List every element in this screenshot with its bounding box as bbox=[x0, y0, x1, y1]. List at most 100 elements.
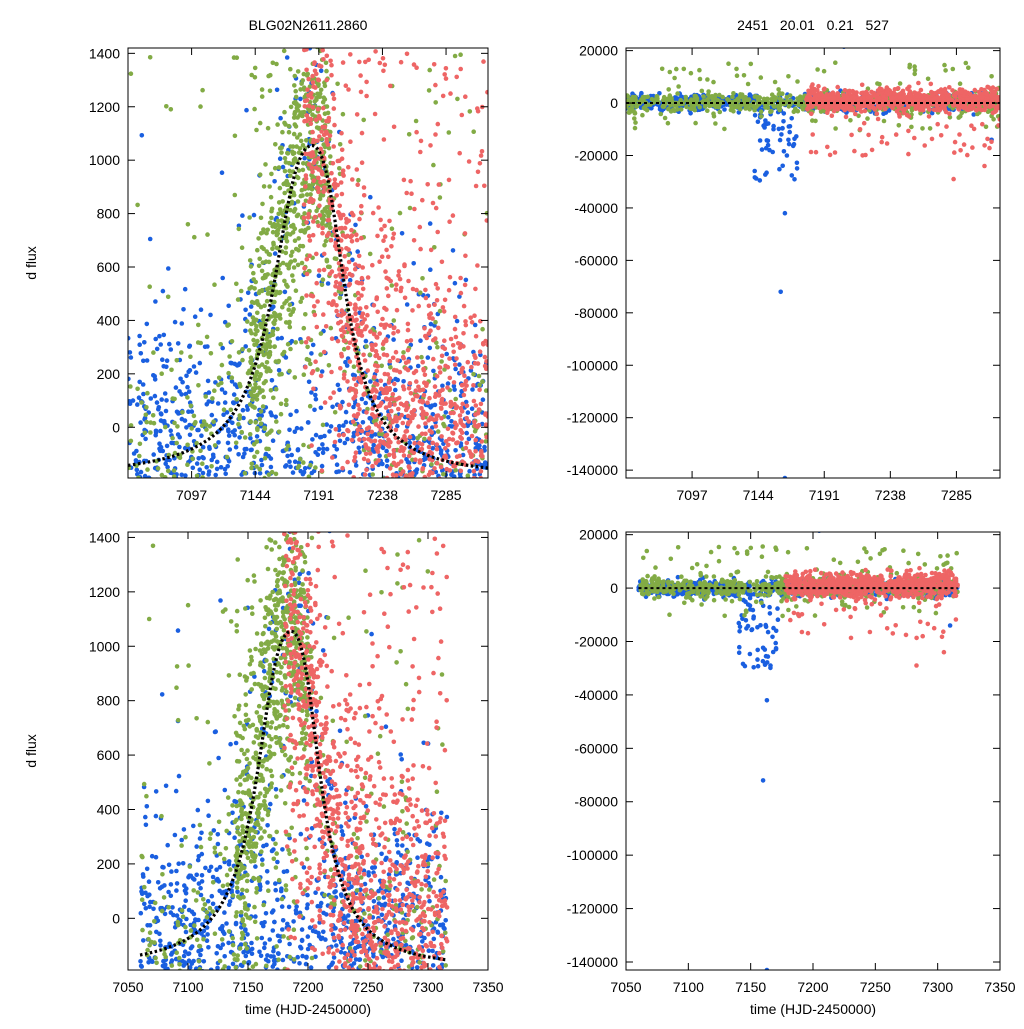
data-point bbox=[897, 123, 902, 128]
data-point bbox=[720, 95, 725, 100]
data-point bbox=[457, 362, 462, 367]
data-point bbox=[265, 299, 270, 304]
data-point bbox=[189, 426, 194, 431]
data-point bbox=[463, 319, 468, 324]
data-point bbox=[238, 384, 243, 389]
data-point bbox=[336, 339, 341, 344]
data-point bbox=[325, 54, 330, 59]
data-point bbox=[448, 404, 453, 409]
data-point bbox=[232, 433, 237, 438]
data-point bbox=[251, 386, 256, 391]
data-point bbox=[756, 119, 761, 124]
data-point bbox=[324, 239, 329, 244]
data-point bbox=[409, 391, 414, 396]
data-point bbox=[296, 447, 301, 452]
data-point bbox=[183, 418, 188, 423]
data-point bbox=[195, 461, 200, 466]
data-point bbox=[453, 327, 458, 332]
data-point bbox=[159, 397, 164, 402]
data-point bbox=[285, 284, 290, 289]
data-point bbox=[240, 358, 245, 363]
data-point bbox=[296, 248, 301, 253]
data-point bbox=[419, 406, 424, 411]
data-point bbox=[446, 381, 451, 386]
data-point bbox=[311, 84, 316, 89]
data-point bbox=[292, 112, 297, 117]
data-point bbox=[179, 350, 184, 355]
data-point bbox=[942, 63, 947, 68]
data-point bbox=[135, 203, 140, 208]
data-point bbox=[418, 388, 423, 393]
data-point bbox=[162, 333, 167, 338]
data-point bbox=[294, 95, 299, 100]
data-point bbox=[355, 238, 360, 243]
data-point bbox=[748, 92, 753, 97]
data-point bbox=[260, 388, 265, 393]
data-point bbox=[392, 125, 397, 130]
data-point bbox=[318, 197, 323, 202]
data-point bbox=[288, 144, 293, 149]
data-point bbox=[447, 219, 452, 224]
data-point bbox=[333, 440, 338, 445]
data-point bbox=[313, 359, 318, 364]
data-point bbox=[261, 395, 266, 400]
data-point bbox=[328, 154, 333, 159]
data-point bbox=[404, 361, 409, 366]
data-point bbox=[228, 361, 233, 366]
data-point bbox=[710, 97, 715, 102]
data-point bbox=[361, 420, 366, 425]
data-point bbox=[310, 437, 315, 442]
data-point bbox=[766, 143, 771, 148]
data-point bbox=[880, 135, 885, 140]
data-point bbox=[357, 407, 362, 412]
data-point bbox=[392, 461, 397, 466]
data-point bbox=[145, 322, 150, 327]
data-point bbox=[294, 409, 299, 414]
data-point bbox=[288, 67, 293, 72]
data-point bbox=[151, 452, 156, 457]
data-point bbox=[340, 308, 345, 313]
data-point bbox=[345, 379, 350, 384]
data-point bbox=[643, 105, 648, 110]
data-point bbox=[303, 365, 308, 370]
data-point bbox=[266, 74, 271, 79]
data-point bbox=[249, 466, 254, 471]
data-point bbox=[157, 334, 162, 339]
data-point bbox=[713, 121, 718, 126]
data-point bbox=[338, 142, 343, 147]
data-point bbox=[287, 296, 292, 301]
data-point bbox=[331, 390, 336, 395]
data-point bbox=[292, 265, 297, 270]
data-point bbox=[453, 426, 458, 431]
data-point bbox=[335, 462, 340, 467]
data-point bbox=[410, 308, 415, 313]
data-point bbox=[455, 97, 460, 102]
data-point bbox=[173, 320, 178, 325]
data-point bbox=[263, 162, 268, 167]
data-point bbox=[177, 445, 182, 450]
data-point bbox=[453, 315, 458, 320]
data-point bbox=[347, 219, 352, 224]
data-point bbox=[447, 130, 452, 135]
data-point bbox=[277, 314, 282, 319]
data-point bbox=[293, 375, 298, 380]
data-point bbox=[257, 264, 262, 269]
data-point bbox=[309, 91, 314, 96]
data-point bbox=[232, 392, 237, 397]
data-point bbox=[379, 387, 384, 392]
data-point bbox=[435, 442, 440, 447]
data-point bbox=[279, 412, 284, 417]
data-point bbox=[742, 73, 747, 78]
data-point bbox=[189, 404, 194, 409]
data-point bbox=[128, 384, 133, 389]
data-point bbox=[376, 449, 381, 454]
data-point bbox=[666, 87, 671, 92]
data-point bbox=[252, 343, 257, 348]
data-point bbox=[392, 368, 397, 373]
data-point bbox=[428, 415, 433, 420]
data-point bbox=[144, 420, 149, 425]
data-point bbox=[633, 120, 638, 125]
data-point bbox=[378, 61, 383, 66]
data-point bbox=[409, 191, 414, 196]
data-point bbox=[460, 383, 465, 388]
